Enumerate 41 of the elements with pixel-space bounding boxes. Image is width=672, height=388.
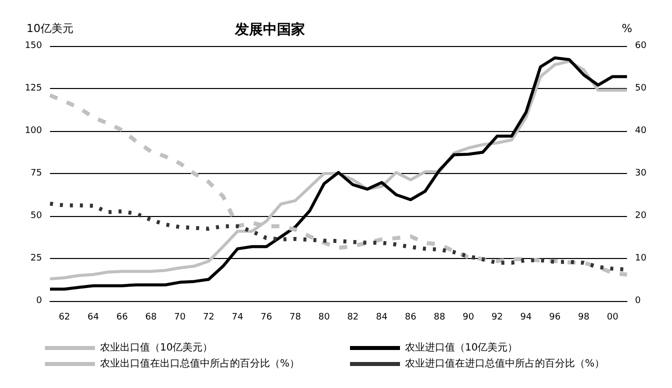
- y2-tick-label: 40: [635, 126, 647, 136]
- x-tick-label: 68: [145, 312, 157, 322]
- y-tick-label: 25: [30, 254, 42, 264]
- x-tick-label: 72: [202, 312, 214, 322]
- x-tick-label: 94: [520, 312, 532, 322]
- x-tick-label: 88: [434, 312, 446, 322]
- x-tick-label: 92: [491, 312, 503, 322]
- y-tick-label: 100: [24, 126, 42, 136]
- x-tick-label: 90: [462, 312, 474, 322]
- x-tick-label: 80: [318, 312, 330, 322]
- legend-label: 农业出口值（10亿美元）: [100, 342, 213, 354]
- x-tick-label: 84: [376, 312, 388, 322]
- y2-tick-label: 20: [635, 211, 647, 221]
- y-tick-label: 75: [30, 168, 42, 178]
- y2-tick-label: 10: [635, 254, 647, 264]
- x-tick-label: 78: [290, 312, 302, 322]
- y-tick-label: 50: [30, 211, 42, 221]
- legend-label: 农业进口值（10亿美元）: [405, 342, 518, 354]
- y-tick-label: 0: [36, 296, 42, 306]
- y-tick-label: 125: [24, 84, 42, 94]
- x-tick-label: 96: [549, 312, 561, 322]
- chart-title: 发展中国家: [234, 21, 305, 38]
- legend-label: 农业进口值在进口总值中所占的百分比（%）: [405, 358, 605, 370]
- x-tick-label: 82: [347, 312, 359, 322]
- x-tick-label: 98: [578, 312, 590, 322]
- x-tick-label: 86: [404, 312, 417, 322]
- y2-tick-label: 50: [635, 84, 647, 94]
- y2-axis-title: %: [622, 22, 632, 35]
- x-tick-label: 00: [606, 312, 619, 322]
- y2-tick-label: 0: [635, 296, 641, 306]
- y-axis-title: 10亿美元: [26, 22, 74, 35]
- x-tick-label: 76: [260, 312, 272, 322]
- x-tick-label: 64: [88, 312, 100, 322]
- y2-tick-label: 60: [635, 41, 647, 51]
- y2-tick-label: 30: [635, 168, 647, 178]
- legend-label: 农业出口值在出口总值中所占的百分比（%）: [100, 358, 300, 370]
- y-tick-label: 150: [24, 41, 42, 51]
- x-tick-label: 74: [232, 312, 244, 322]
- x-tick-label: 70: [174, 312, 186, 322]
- x-tick-label: 66: [116, 312, 128, 322]
- x-tick-label: 62: [58, 312, 70, 322]
